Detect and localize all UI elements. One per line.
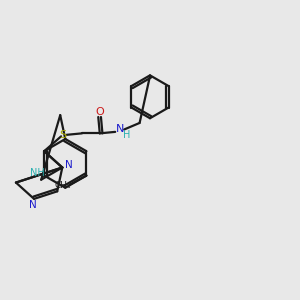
Text: CH₃: CH₃ — [54, 182, 71, 190]
Text: N: N — [116, 124, 124, 134]
Text: O: O — [95, 107, 104, 117]
Text: S: S — [59, 130, 66, 140]
Text: NH: NH — [30, 168, 45, 178]
Text: N: N — [29, 200, 37, 210]
Text: N: N — [64, 160, 72, 170]
Text: H: H — [123, 130, 130, 140]
